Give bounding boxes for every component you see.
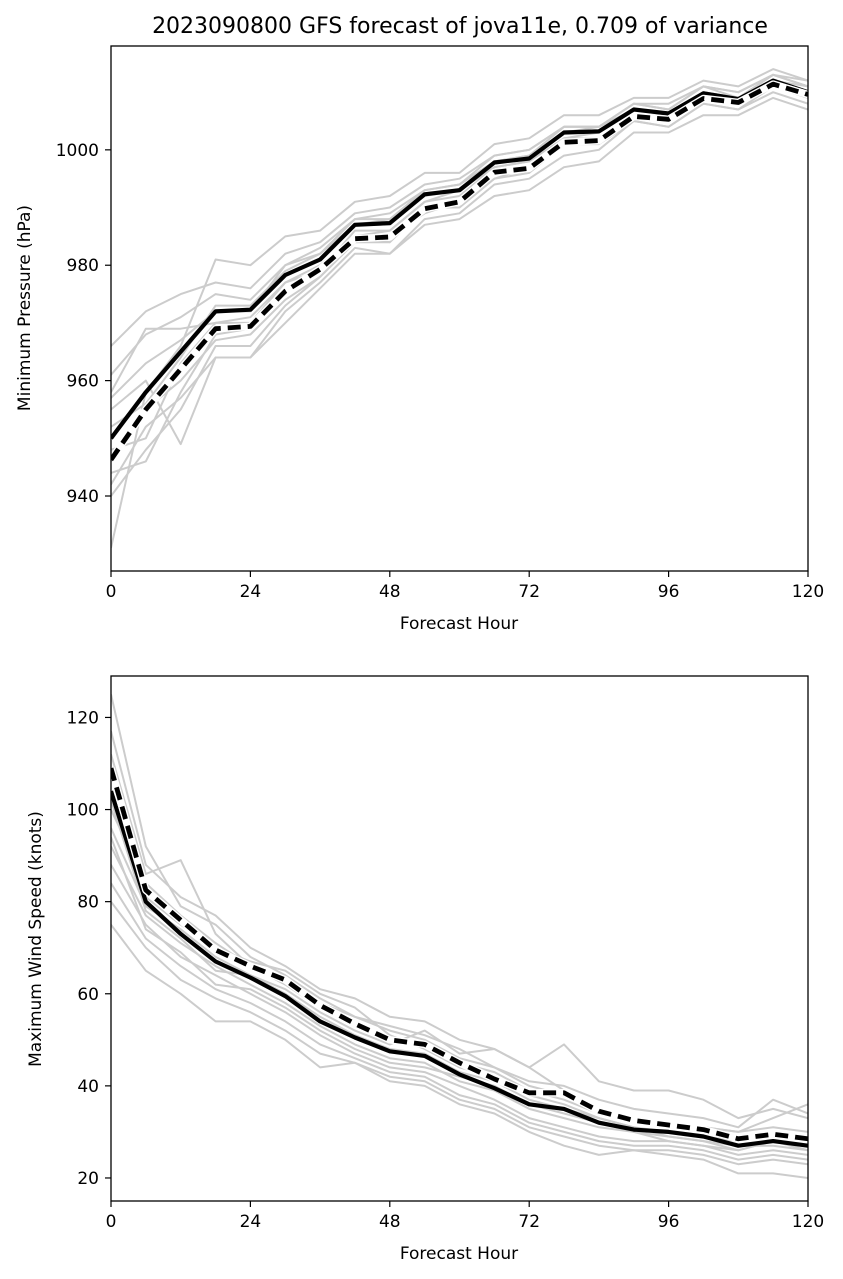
- y-tick-label: 120: [67, 708, 99, 728]
- x-tick-label: 48: [379, 1212, 401, 1232]
- ensemble-member-line: [111, 882, 808, 1161]
- plot-frame: [110, 675, 809, 1202]
- ensemble-member-line: [111, 96, 808, 486]
- y-tick-label: 940: [67, 487, 99, 507]
- x-tick-label: 96: [658, 1212, 680, 1232]
- mean-line-dashed-halo: [111, 80, 808, 462]
- y-tick-label: 1000: [56, 141, 99, 161]
- x-tick-label: 48: [379, 582, 401, 602]
- series-group: [111, 694, 808, 1179]
- y-axis-label: Minimum Pressure (hPa): [15, 205, 35, 411]
- x-tick-label: 72: [518, 582, 540, 602]
- wind-plot-area: 0 24 48 72 96 120 20 40 60 80 100 120: [67, 675, 824, 1232]
- x-tick-label: 120: [792, 1212, 824, 1232]
- ensemble-member-line: [111, 901, 808, 1166]
- y-tick-label: 40: [77, 1077, 99, 1097]
- x-tick-label: 120: [792, 582, 824, 602]
- x-tick-label: 24: [240, 1212, 262, 1232]
- x-axis-label: Forecast Hour: [400, 1244, 518, 1264]
- ensemble-member-line: [111, 731, 808, 1120]
- x-tick-label: 96: [658, 582, 680, 602]
- y-tick-label: 60: [77, 985, 99, 1005]
- mean-line-dashed: [111, 767, 808, 1142]
- pressure-plot-area: 0 24 48 72 96 120 940 960 980 1000: [56, 45, 824, 602]
- chart-title: 2023090800 GFS forecast of jova11e, 0.70…: [152, 14, 768, 39]
- x-tick-label: 24: [240, 582, 262, 602]
- ensemble-member-line: [111, 754, 808, 1129]
- series-group: [111, 68, 808, 549]
- ensemble-member-line: [111, 68, 808, 549]
- x-tick-label: 0: [106, 582, 117, 602]
- y-tick-label: 80: [77, 893, 99, 913]
- mean-line-solid: [111, 790, 808, 1148]
- ensemble-member-line: [111, 924, 808, 1179]
- y-axis-label: Maximum Wind Speed (knots): [26, 811, 46, 1067]
- y-tick-label: 20: [77, 1169, 99, 1189]
- x-axis-label: Forecast Hour: [400, 614, 518, 634]
- pressure-chart: 2023090800 GFS forecast of jova11e, 0.70…: [15, 14, 824, 634]
- ensemble-member-line: [111, 836, 808, 1152]
- x-tick-label: 0: [106, 1212, 117, 1232]
- mean-line-solid: [111, 78, 808, 440]
- x-tick-label: 72: [518, 1212, 540, 1232]
- plot-frame: [110, 45, 809, 572]
- wind-chart: 0 24 48 72 96 120 20 40 60 80 100 120 Forecast Hour…: [26, 675, 824, 1264]
- y-tick-label: 100: [67, 801, 99, 821]
- y-tick-label: 980: [67, 256, 99, 276]
- y-tick-label: 960: [67, 372, 99, 392]
